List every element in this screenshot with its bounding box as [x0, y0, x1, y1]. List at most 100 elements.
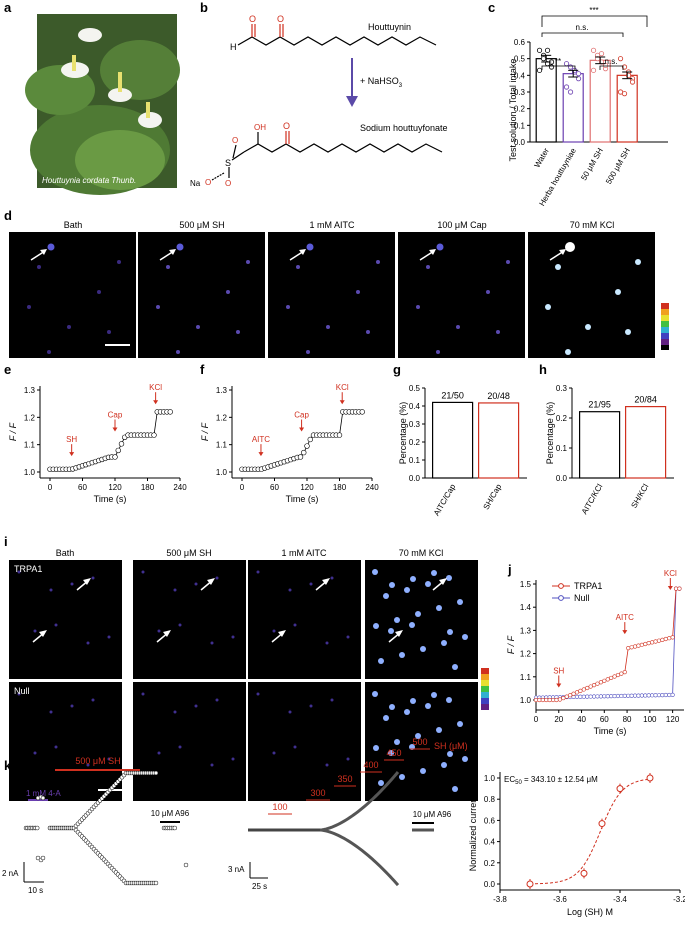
d-image-row: Bath 500 μM SH 1 mM AITC 100 μM Cap 70 mM KC…: [9, 220, 655, 358]
x-axis-label: Time (s): [286, 494, 319, 504]
x-axis-label: Time (s): [94, 494, 127, 504]
cell-spot: [33, 629, 37, 633]
atom-o5: O: [225, 179, 231, 188]
trpa1-point: [615, 672, 621, 678]
null-point: [595, 694, 600, 699]
image-title: 70 mM KCl: [570, 220, 615, 230]
trpa1-point: [612, 674, 617, 679]
trpa1-point: [585, 685, 590, 691]
trpa1-point: [677, 586, 682, 591]
x-tick-label: -3.4: [613, 895, 627, 904]
panel-label-g: g: [393, 362, 401, 377]
data-point: [602, 62, 609, 68]
scale-label-y: 2 nA: [2, 869, 19, 878]
trpa1-point: [629, 645, 634, 650]
cell-spot: [394, 739, 400, 745]
panel-label-a: a: [4, 0, 12, 15]
m-dose-response: -3.8 -3.6 -3.4 -3.2 0.0 0.2 0.4 0.6 0.8 1.0 Log (S…: [468, 772, 685, 917]
reaction-arrowhead: [346, 96, 358, 107]
bar-count-label: 21/95: [588, 400, 611, 410]
cell-spot: [236, 330, 240, 334]
trpa1-point: [568, 693, 573, 698]
cell-arrowhead: [83, 578, 91, 585]
trpa1-point: [663, 636, 668, 642]
cell-spot: [49, 710, 53, 714]
cell-spot: [431, 570, 437, 576]
y-tick-label: 0.0: [556, 474, 568, 483]
trpa1-point: [646, 641, 651, 646]
cell-spot: [410, 576, 416, 582]
trpa1-point: [643, 641, 648, 647]
cell-spot: [49, 588, 53, 592]
cell-spot: [86, 763, 90, 767]
null-point: [643, 693, 648, 698]
null-point: [588, 694, 593, 699]
drug-arrow-label: KCl: [664, 569, 677, 578]
cell-spot: [378, 780, 384, 786]
f-trace-plot: 0 60 120 180 240 1.0 1.1 1.2 1.3 Time (s) F / F AIT…: [200, 383, 379, 504]
cell-spot: [373, 745, 379, 751]
y-tick-label: 1.0: [24, 468, 36, 477]
trpa1-point: [550, 697, 556, 703]
x-tick-label: 60: [78, 483, 87, 492]
sig-ns-1: n.s.: [576, 23, 589, 32]
trpa1-point: [609, 675, 614, 681]
concentration-label: 300: [310, 788, 325, 798]
data-point: [580, 869, 588, 877]
cell-spot: [462, 756, 468, 762]
cell-spot: [91, 698, 95, 702]
trpa1-point: [561, 695, 566, 701]
x-category-label: SH/KCl: [629, 482, 650, 509]
cell-spot: [157, 751, 161, 755]
y-tick-label: 0.2: [409, 438, 421, 447]
data-point: [617, 56, 624, 62]
null-point: [619, 693, 624, 699]
highlighted-cell: [176, 243, 184, 251]
cell-spot: [178, 745, 182, 749]
houttuynin-structure: [237, 24, 437, 46]
cell-spot: [415, 611, 421, 617]
cell-arrowhead: [395, 630, 403, 637]
trace-point: [40, 795, 46, 801]
y-tick-label: 0.2: [556, 414, 568, 423]
data-point: [598, 51, 605, 57]
ec50-annotation: EC50 = 343.10 ± 12.54 μM: [504, 775, 598, 786]
data-point: [616, 785, 624, 793]
row-label: Null: [14, 686, 30, 696]
y-tick-label: 1.1: [216, 441, 228, 450]
trpa1-point: [636, 643, 641, 648]
y-tick-label: 0.3: [409, 420, 421, 429]
data-point: [575, 71, 582, 77]
l-current-traces: 100 300 350 400 450 500 SH (μM) 10 μM A96 3 nA 25…: [228, 737, 468, 891]
y-tick-label: 1.2: [520, 650, 532, 659]
calcium-image: [528, 232, 655, 358]
trpa1-point: [537, 697, 542, 703]
cell-spot: [404, 587, 410, 593]
bar-count-label: 20/48: [487, 391, 510, 401]
cell-spot: [176, 350, 180, 354]
null-point: [622, 693, 627, 698]
null-point: [650, 693, 655, 698]
concentration-label: 350: [337, 774, 352, 784]
x-category-label: 50 μM SH: [579, 146, 605, 182]
trace-point: [118, 441, 125, 447]
calcium-image: [133, 682, 246, 801]
x-tick-label: -3.6: [553, 895, 567, 904]
sig-stars-2: **: [555, 57, 561, 66]
trpa1-point: [598, 680, 603, 685]
panel-label-i: i: [4, 534, 8, 549]
trace-point: [172, 825, 178, 831]
cell-spot: [210, 641, 214, 645]
cell-spot: [615, 289, 621, 295]
trpa1-point: [626, 646, 631, 651]
cell-spot: [389, 582, 395, 588]
null-point: [626, 693, 631, 698]
cell-spot: [107, 330, 111, 334]
cell-spot: [447, 751, 453, 757]
cell-spot: [272, 751, 276, 755]
drug-arrowhead: [299, 427, 305, 432]
null-point: [636, 693, 641, 698]
trpa1-point: [581, 687, 586, 692]
calcium-image: [398, 232, 525, 358]
null-point: [602, 694, 607, 699]
